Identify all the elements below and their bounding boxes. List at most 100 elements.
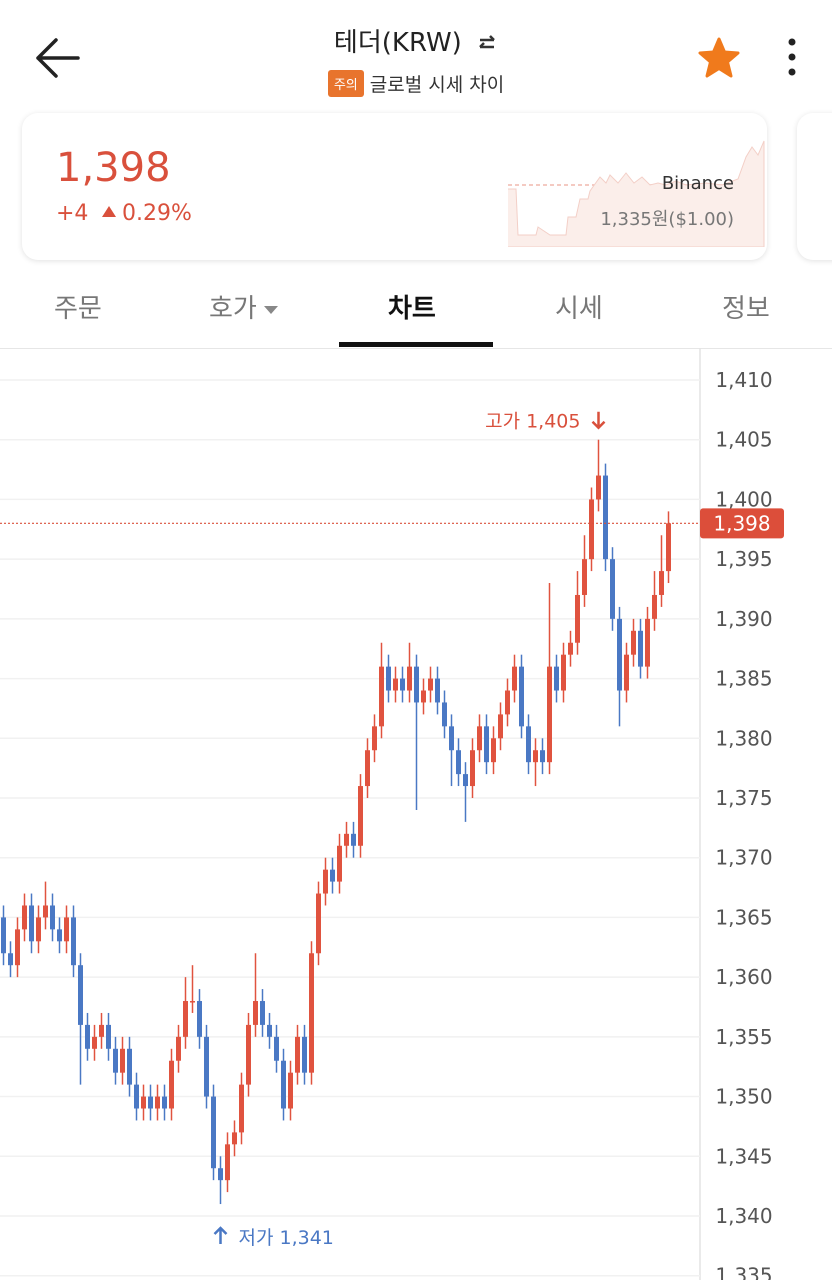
last-price-label: 1,398 xyxy=(713,511,770,535)
y-tick-label: 1,360 xyxy=(715,965,772,989)
candle-body xyxy=(225,1144,230,1181)
candle-body xyxy=(379,666,384,727)
candle-body xyxy=(414,666,419,703)
change-rate-row: 0.29% xyxy=(102,201,192,226)
candle-body xyxy=(582,559,587,595)
candle-body xyxy=(589,499,594,560)
tab[interactable]: 호가 xyxy=(209,288,281,325)
subtitle-row: 주의 글로벌 시세 차이 xyxy=(0,70,832,97)
title-row: 테더(KRW) xyxy=(0,22,832,59)
candle-body xyxy=(533,750,538,763)
tab[interactable]: 주문 xyxy=(54,294,102,324)
price-change: +4 xyxy=(56,201,89,226)
candle-body xyxy=(246,1024,251,1085)
candle-body xyxy=(624,654,629,691)
candle-body xyxy=(407,666,412,691)
candle-body xyxy=(155,1096,160,1109)
candle-body xyxy=(428,678,433,691)
sparkline xyxy=(508,140,765,247)
candle-body xyxy=(484,726,489,763)
tab-label: 호가 xyxy=(209,294,257,324)
candle-body xyxy=(64,917,69,942)
low-annotation: 저가 1,341 xyxy=(239,1227,334,1249)
candle-body xyxy=(183,1001,188,1037)
y-tick-label: 1,345 xyxy=(715,1144,772,1168)
candle-body xyxy=(470,750,475,787)
candle-body xyxy=(498,714,503,739)
candle-body xyxy=(267,1024,272,1037)
candle-body xyxy=(547,666,552,763)
candle-body xyxy=(337,845,342,882)
candle-body xyxy=(631,630,636,655)
candle-body xyxy=(141,1096,146,1109)
candle-body xyxy=(309,953,314,1073)
candle-body xyxy=(204,1036,209,1097)
reference-price: 1,335원($1.00) xyxy=(600,209,734,230)
candle-body xyxy=(85,1024,90,1049)
y-tick-label: 1,405 xyxy=(715,428,772,452)
tab[interactable]: 시세 xyxy=(555,294,603,324)
candle-body xyxy=(92,1036,97,1049)
candle-body xyxy=(50,905,55,930)
candle-body xyxy=(22,905,27,930)
candle-body xyxy=(232,1132,237,1145)
candle-body xyxy=(610,559,615,619)
candle-body xyxy=(43,905,48,918)
tab[interactable]: 정보 xyxy=(722,294,770,324)
more-menu[interactable] xyxy=(782,36,802,80)
swap-icon[interactable] xyxy=(476,32,498,54)
candle-body xyxy=(638,630,643,667)
high-arrow xyxy=(591,411,606,430)
back-button[interactable] xyxy=(30,35,82,81)
candle-body xyxy=(351,833,356,846)
tab-active[interactable]: 차트 xyxy=(388,294,436,324)
candle-body xyxy=(8,953,13,966)
next-card[interactable] xyxy=(797,113,832,260)
y-tick-label: 1,355 xyxy=(715,1025,772,1049)
candle-body xyxy=(435,678,440,703)
warning-badge: 주의 xyxy=(327,70,364,97)
candle-body xyxy=(477,726,482,751)
favorite-star[interactable] xyxy=(696,36,742,80)
low-arrow xyxy=(213,1226,228,1245)
candle-body xyxy=(323,869,328,894)
candle-body xyxy=(449,726,454,751)
candle-body xyxy=(57,929,62,942)
candle-body xyxy=(295,1036,300,1073)
back-arrow xyxy=(36,38,80,78)
candle-body xyxy=(253,1001,258,1025)
candle-body xyxy=(281,1060,286,1109)
candle-body xyxy=(302,1036,307,1073)
last-price-tag xyxy=(700,508,784,539)
candle-body xyxy=(540,750,545,763)
candle-body xyxy=(652,594,657,619)
candle-body xyxy=(358,786,363,846)
candle-body xyxy=(421,690,426,703)
candle-body xyxy=(120,1048,125,1073)
tab-underline xyxy=(339,342,493,347)
candle-body xyxy=(1,917,6,954)
candle-body xyxy=(568,642,573,655)
candle-body xyxy=(169,1060,174,1109)
candle-body xyxy=(260,1001,265,1025)
y-tick-label: 1,335 xyxy=(715,1264,772,1280)
subtitle: 글로벌 시세 차이 xyxy=(369,74,505,96)
candle-body xyxy=(575,594,580,643)
chart[interactable]: 1,410 1,405 1,400 1,395 1,390 1,385 1,380 1,375… xyxy=(0,348,832,1280)
change-rate: 0.29% xyxy=(122,201,192,226)
price-card[interactable]: 1,398 +4 0.29% Binance 1,335원($1.00) xyxy=(22,113,767,260)
title: 테더(KRW) xyxy=(333,28,462,58)
exchange-name: Binance xyxy=(661,173,734,194)
candle-body xyxy=(554,666,559,691)
candle-body xyxy=(617,618,622,691)
candle-body xyxy=(29,905,34,942)
candle-body xyxy=(344,833,349,846)
candle-body xyxy=(526,726,531,763)
candle-body xyxy=(400,678,405,691)
y-tick-label: 1,410 xyxy=(715,368,772,392)
candle-body xyxy=(127,1048,132,1085)
y-tick-label: 1,400 xyxy=(715,487,772,511)
candle-body xyxy=(197,1001,202,1037)
candle-body xyxy=(596,475,601,500)
